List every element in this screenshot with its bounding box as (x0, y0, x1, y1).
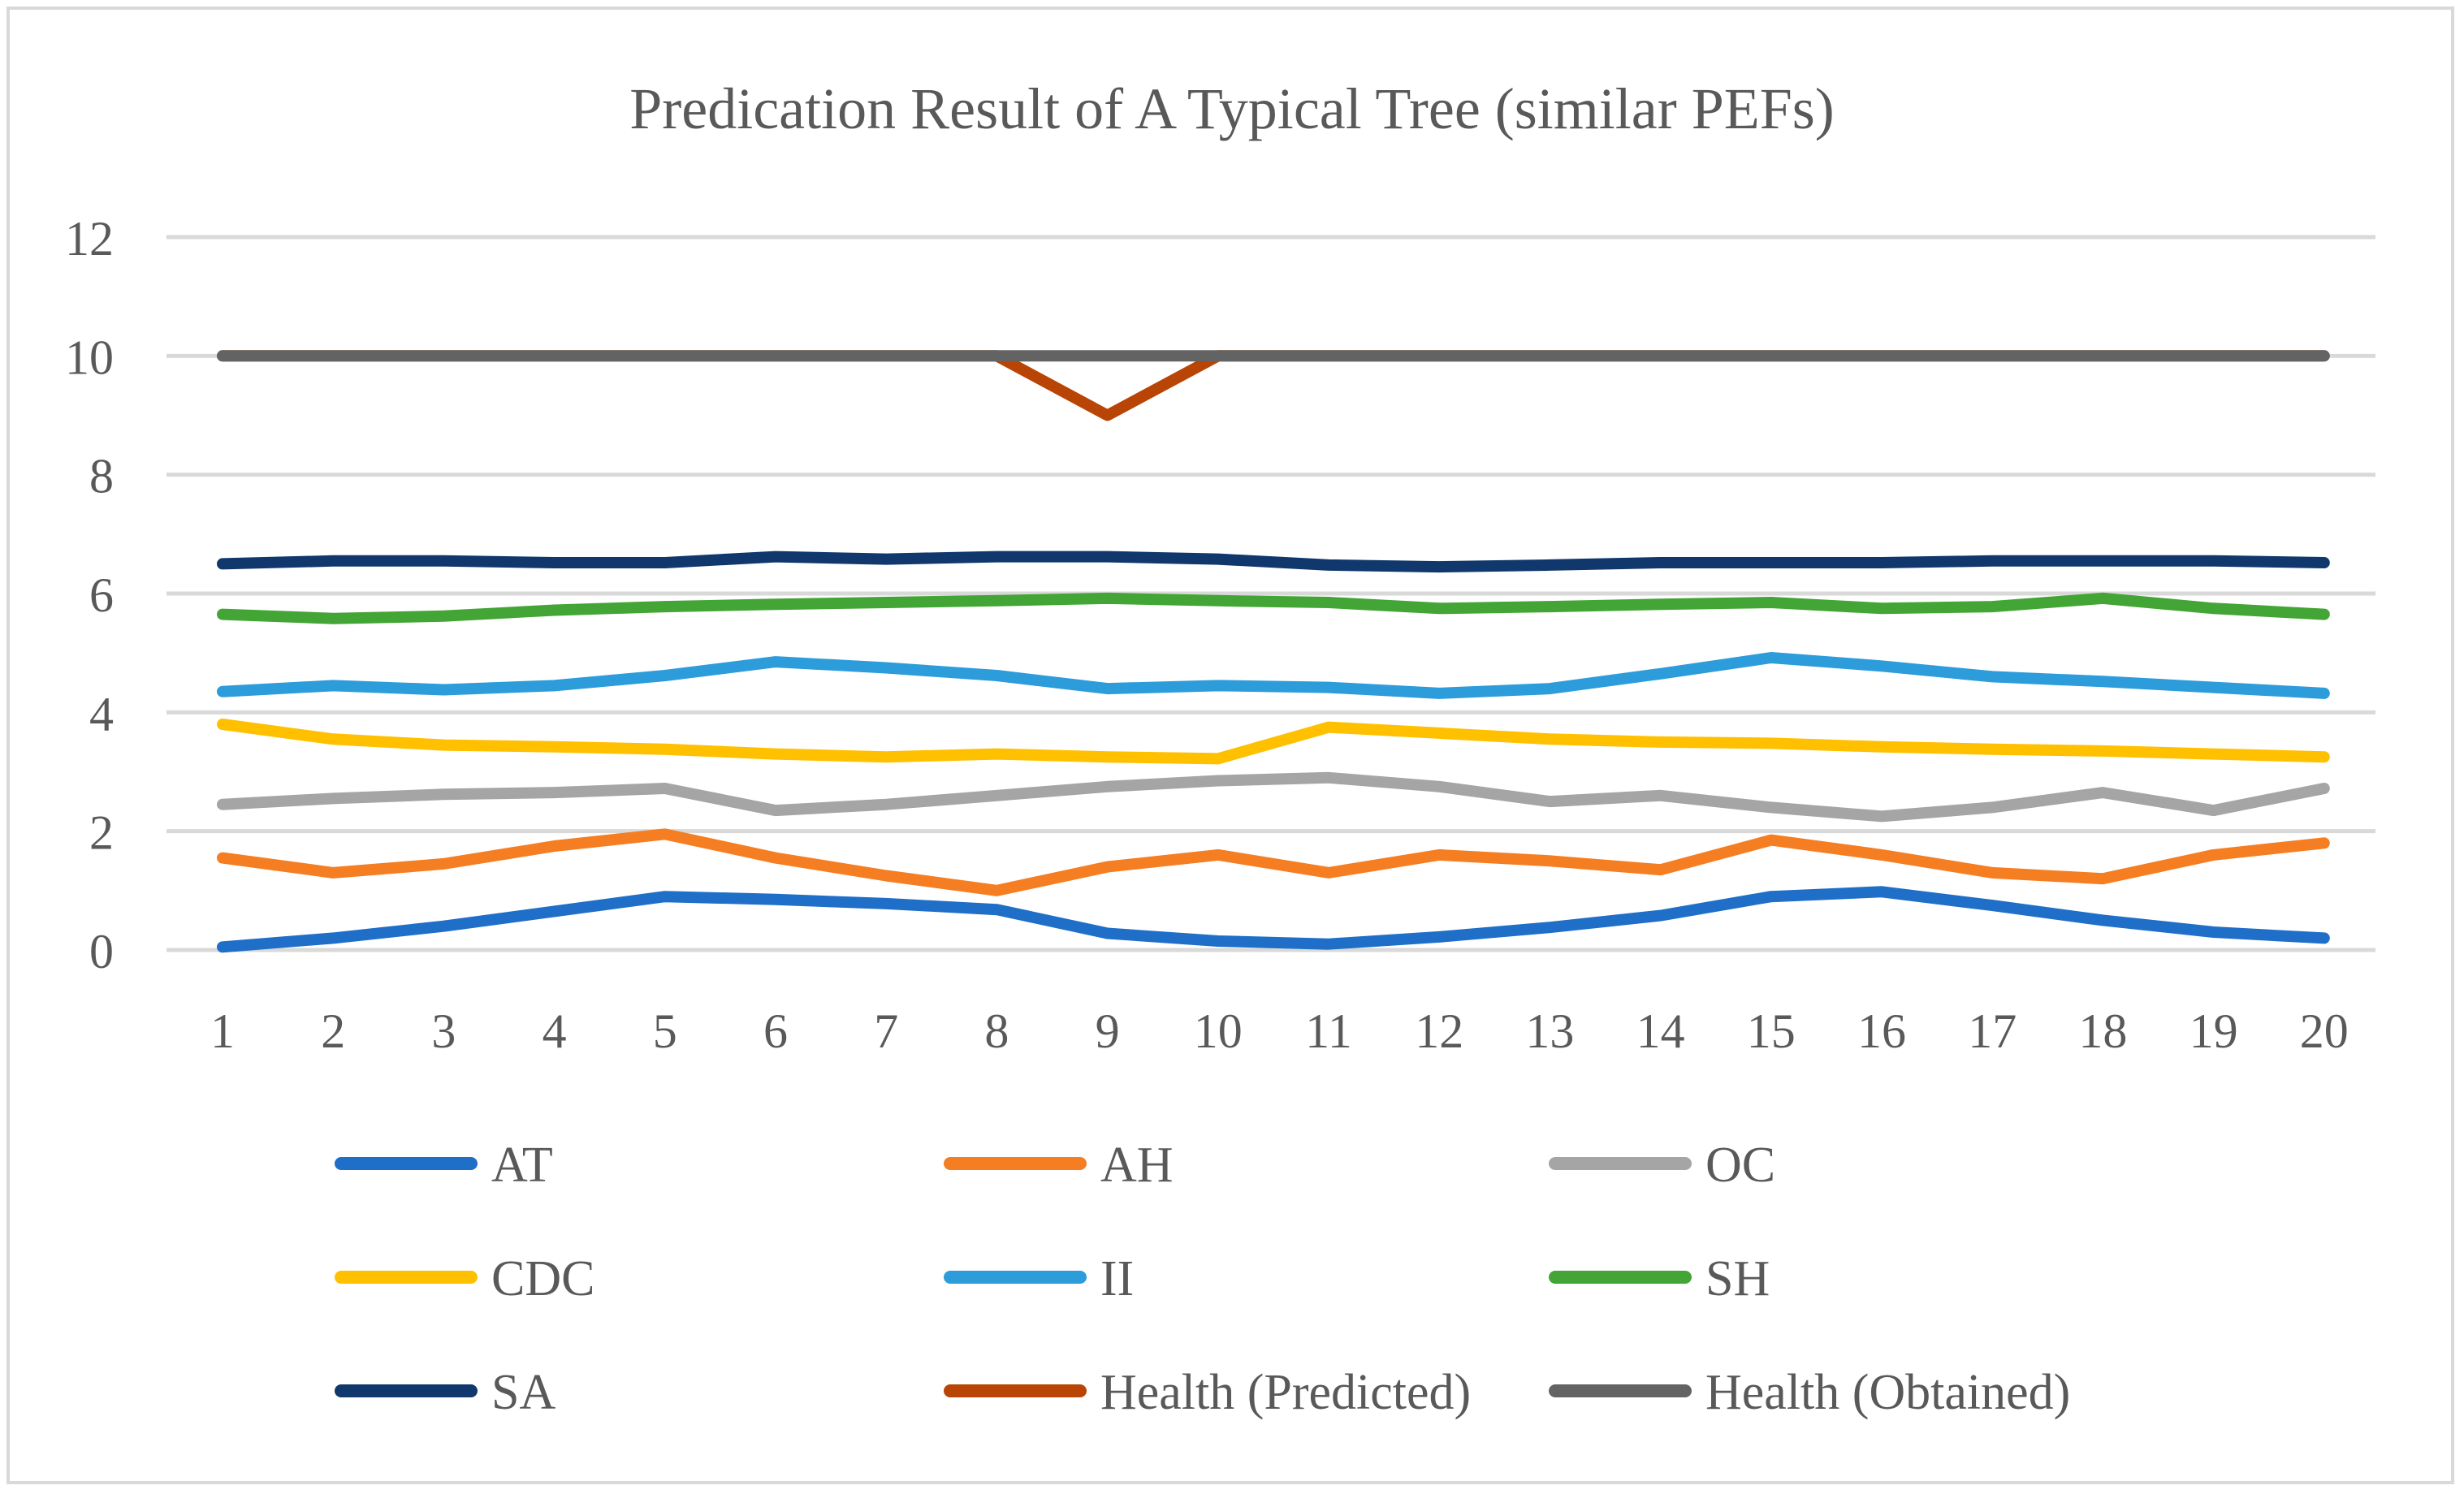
x-axis-tick-labels: 1 2 3 4 5 6 7 8 9 10 11 12 13 14 15 16 17 18 19 20 (210, 1004, 2349, 1058)
legend-item-cdc: CDC (335, 1251, 594, 1306)
x-tick-label: 19 (2190, 1004, 2238, 1058)
x-tick-label: 17 (1968, 1004, 2017, 1058)
x-tick-label: 1 (210, 1004, 235, 1058)
series-line-cdc (217, 719, 2330, 765)
x-tick-label: 2 (321, 1004, 345, 1058)
y-tick-label: 12 (65, 212, 114, 266)
legend-item-ii: II (944, 1251, 1134, 1306)
x-tick-label: 3 (431, 1004, 456, 1058)
chart-title: Predication Result of A Typical Tree (si… (629, 76, 1835, 141)
x-tick-label: 9 (1096, 1004, 1120, 1058)
series-line-at (217, 886, 2330, 953)
y-tick-label: 4 (89, 687, 114, 741)
legend-label: Health (Obtained) (1705, 1365, 2070, 1420)
legend-item-health-obtained: Health (Obtained) (1549, 1365, 2070, 1420)
x-tick-label: 4 (543, 1004, 567, 1058)
y-tick-label: 2 (89, 806, 114, 860)
legend-item-sh: SH (1549, 1251, 1770, 1306)
y-tick-label: 6 (89, 568, 114, 622)
x-tick-label: 5 (653, 1004, 677, 1058)
y-axis-tick-labels: 0 2 4 6 8 10 12 (65, 212, 114, 978)
x-tick-label: 18 (2078, 1004, 2127, 1058)
series-line-health-predicted (217, 350, 2330, 421)
series-line-oc (217, 771, 2330, 823)
x-tick-label: 14 (1636, 1004, 1685, 1058)
series-line-ah (217, 828, 2330, 896)
legend-item-sa: SA (335, 1365, 555, 1420)
series-line-sh (217, 592, 2330, 624)
x-tick-label: 15 (1747, 1004, 1796, 1058)
series-line-sa (217, 551, 2330, 573)
legend-label: OC (1705, 1138, 1775, 1193)
legend-label: Health (Predicted) (1100, 1365, 1471, 1420)
y-tick-label: 0 (89, 925, 114, 978)
legend-item-oc: OC (1549, 1138, 1775, 1193)
legend-item-at: AT (335, 1138, 553, 1193)
x-tick-label: 7 (874, 1004, 898, 1058)
legend-label: SH (1705, 1251, 1770, 1306)
series-line-ii (217, 652, 2330, 699)
x-tick-label: 20 (2300, 1004, 2349, 1058)
x-tick-label: 6 (763, 1004, 788, 1058)
y-tick-label: 10 (65, 330, 114, 384)
x-tick-label: 10 (1194, 1004, 1243, 1058)
chart-frame (6, 6, 2454, 1484)
legend-label: AT (491, 1138, 553, 1193)
series-lines (217, 350, 2330, 953)
x-tick-label: 12 (1415, 1004, 1463, 1058)
legend: AT AH OC CDC II SH SA Health (Predicted) Health … (335, 1138, 2070, 1420)
legend-label: CDC (491, 1251, 594, 1306)
x-tick-label: 8 (984, 1004, 1009, 1058)
legend-label: AH (1100, 1138, 1174, 1193)
legend-label: SA (491, 1365, 555, 1420)
x-tick-label: 16 (1857, 1004, 1906, 1058)
x-tick-label: 11 (1305, 1004, 1352, 1058)
legend-item-health-predicted: Health (Predicted) (944, 1365, 1471, 1420)
x-tick-label: 13 (1525, 1004, 1574, 1058)
legend-label: II (1100, 1251, 1134, 1306)
gridlines (166, 235, 2375, 952)
legend-item-ah: AH (944, 1138, 1174, 1193)
y-tick-label: 8 (89, 450, 114, 503)
